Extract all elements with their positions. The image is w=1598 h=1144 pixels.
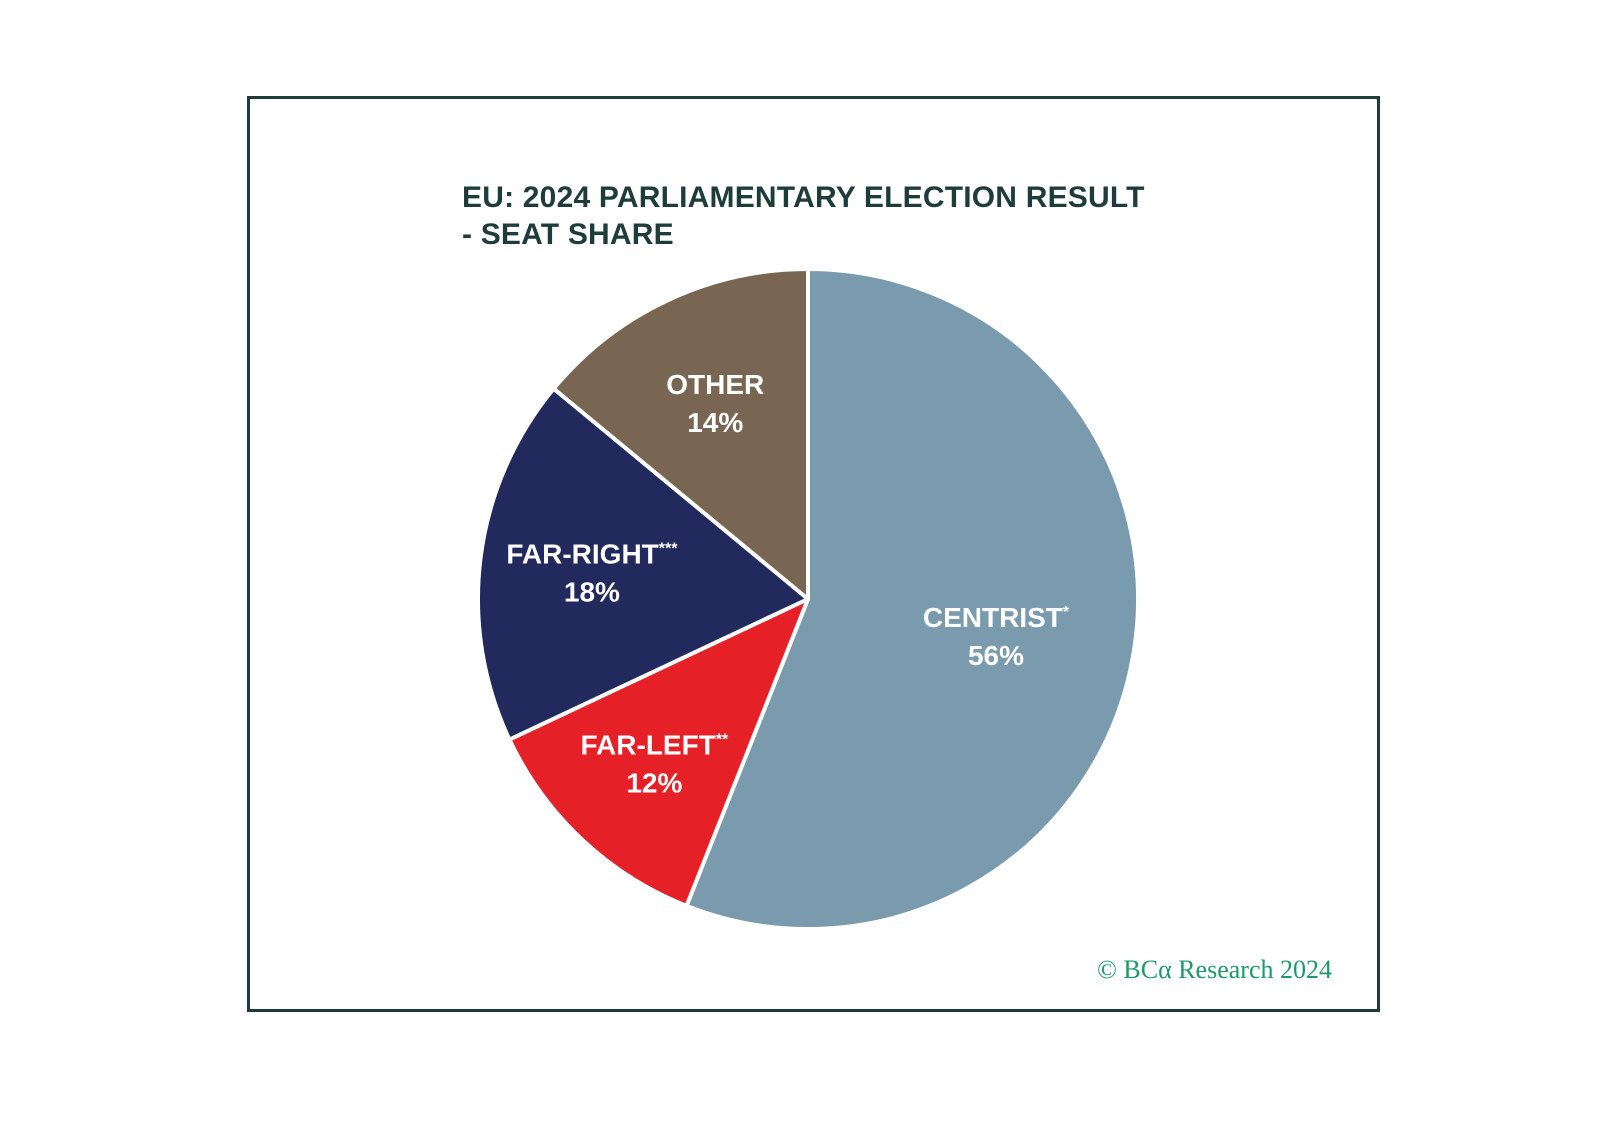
pie-slice-far-left bbox=[507, 597, 810, 908]
chart-frame: EU: 2024 PARLIAMENTARY ELECTION RESULT -… bbox=[247, 96, 1380, 1012]
chart-title: EU: 2024 PARLIAMENTARY ELECTION RESULT -… bbox=[462, 179, 1145, 253]
slice-label-centrist: CENTRIST* bbox=[923, 602, 1070, 633]
slice-label-far-right: FAR-RIGHT*** bbox=[506, 539, 678, 570]
slice-value-other: 14% bbox=[687, 407, 743, 438]
pie-slice-other bbox=[551, 267, 810, 601]
slice-label-other: OTHER bbox=[666, 369, 764, 400]
slice-value-far-left: 12% bbox=[626, 768, 682, 799]
slice-label-far-left: FAR-LEFT** bbox=[581, 730, 730, 761]
chart-title-line-1: EU: 2024 PARLIAMENTARY ELECTION RESULT bbox=[462, 181, 1145, 214]
pie-slice-centrist bbox=[684, 267, 1140, 931]
pie-chart: CENTRIST* 56% FAR-LEFT** 12% FAR-RIGHT*** 18%… bbox=[476, 267, 1140, 931]
slice-value-far-right: 18% bbox=[564, 577, 620, 608]
pie-slice-far-right bbox=[476, 386, 810, 742]
copyright-credit: © BCα Research 2024 bbox=[1097, 955, 1332, 984]
chart-title-line-2: - SEAT SHARE bbox=[462, 218, 674, 251]
slice-value-centrist: 56% bbox=[968, 640, 1024, 671]
